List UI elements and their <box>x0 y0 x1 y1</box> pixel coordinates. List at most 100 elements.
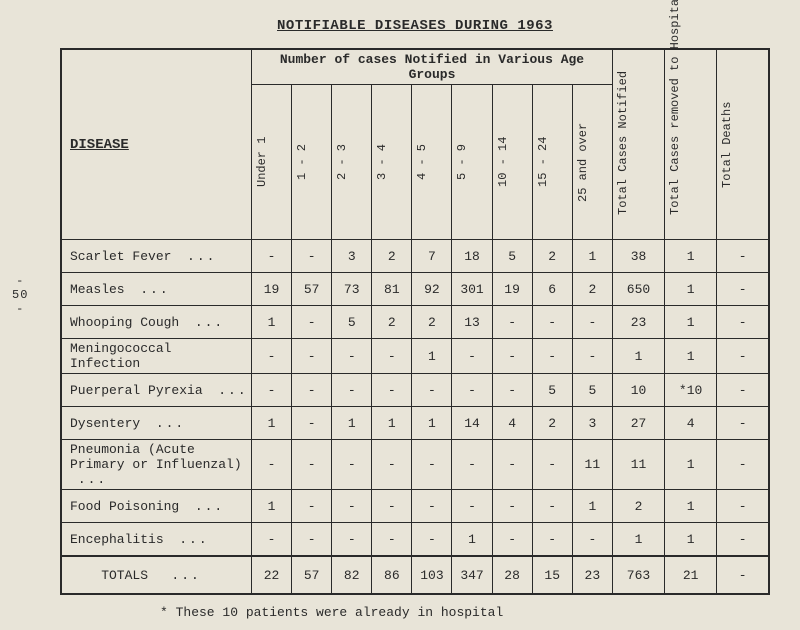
data-cell: - <box>492 306 532 339</box>
data-cell: - <box>372 339 412 374</box>
data-cell: 10 <box>612 374 664 407</box>
data-cell: 19 <box>492 273 532 306</box>
data-cell: - <box>532 490 572 523</box>
data-cell: 5 <box>532 374 572 407</box>
data-cell: - <box>717 523 769 557</box>
data-cell: 2 <box>532 240 572 273</box>
total-notified-header: Total Cases Notified <box>612 49 664 240</box>
data-cell: 1 <box>572 240 612 273</box>
data-cell: - <box>372 440 412 490</box>
data-cell: - <box>452 374 492 407</box>
data-cell: - <box>717 374 769 407</box>
data-cell: 1 <box>665 240 717 273</box>
disease-name-cell: Encephalitis ... <box>61 523 252 557</box>
data-cell: 4 <box>492 407 532 440</box>
data-cell: - <box>717 440 769 490</box>
disease-name-cell: Pneumonia (Acute Primary or Influenzal) … <box>61 440 252 490</box>
data-cell: - <box>332 490 372 523</box>
page-number: - 50 - <box>12 274 28 316</box>
age-col-header: 10 - 14 <box>492 85 532 240</box>
data-cell: 1 <box>252 490 292 523</box>
data-cell: 5 <box>572 374 612 407</box>
totals-cell: 82 <box>332 556 372 594</box>
data-cell: - <box>572 523 612 557</box>
data-cell: - <box>717 273 769 306</box>
data-cell: 1 <box>612 523 664 557</box>
data-cell: - <box>717 240 769 273</box>
data-cell: - <box>292 523 332 557</box>
data-cell: - <box>292 339 332 374</box>
data-cell: 2 <box>372 306 412 339</box>
data-cell: - <box>717 407 769 440</box>
data-cell: 2 <box>532 407 572 440</box>
disease-table: DISEASE Number of cases Notified in Vari… <box>60 48 770 595</box>
totals-cell: 23 <box>572 556 612 594</box>
table-row: Whooping Cough ...1-52213---231- <box>61 306 769 339</box>
age-col-header: 25 and over <box>572 85 612 240</box>
disease-name-cell: Food Poisoning ... <box>61 490 252 523</box>
data-cell: 2 <box>412 306 452 339</box>
data-cell: 1 <box>665 339 717 374</box>
data-cell: - <box>332 339 372 374</box>
data-cell: - <box>412 440 452 490</box>
disease-name-cell: Puerperal Pyrexia ... <box>61 374 252 407</box>
data-cell: - <box>292 374 332 407</box>
data-cell: 1 <box>665 523 717 557</box>
totals-cell: 763 <box>612 556 664 594</box>
data-cell: - <box>572 306 612 339</box>
totals-cell: 103 <box>412 556 452 594</box>
data-cell: 5 <box>492 240 532 273</box>
table-row: Pneumonia (Acute Primary or Influenzal) … <box>61 440 769 490</box>
totals-cell: 86 <box>372 556 412 594</box>
data-cell: 1 <box>665 273 717 306</box>
data-cell: - <box>412 374 452 407</box>
data-cell: - <box>532 339 572 374</box>
disease-name-cell: Meningococcal Infection <box>61 339 252 374</box>
table-row: Scarlet Fever ...--32718521381- <box>61 240 769 273</box>
table-row: Measles ...195773819230119626501- <box>61 273 769 306</box>
table-row: Meningococcal Infection----1----11- <box>61 339 769 374</box>
data-cell: - <box>372 490 412 523</box>
data-cell: 1 <box>665 440 717 490</box>
age-col-header: Under 1 <box>252 85 292 240</box>
totals-cell: 28 <box>492 556 532 594</box>
totals-cell: 57 <box>292 556 332 594</box>
data-cell: - <box>572 339 612 374</box>
data-cell: 1 <box>252 407 292 440</box>
page-content: NOTIFIABLE DISEASES DURING 1963 DISEASE … <box>0 0 800 630</box>
data-cell: 18 <box>452 240 492 273</box>
disease-name-cell: Scarlet Fever ... <box>61 240 252 273</box>
data-cell: - <box>452 440 492 490</box>
table-row: Food Poisoning ...1-------121- <box>61 490 769 523</box>
totals-cell: 347 <box>452 556 492 594</box>
data-cell: 19 <box>252 273 292 306</box>
age-group-header: Number of cases Notified in Various Age … <box>252 49 613 85</box>
totals-cell: 22 <box>252 556 292 594</box>
totals-cell: - <box>717 556 769 594</box>
data-cell: - <box>492 339 532 374</box>
data-cell: - <box>412 490 452 523</box>
data-cell: - <box>372 523 412 557</box>
data-cell: - <box>292 306 332 339</box>
data-cell: 1 <box>665 306 717 339</box>
data-cell: 11 <box>612 440 664 490</box>
data-cell: 1 <box>665 490 717 523</box>
totals-cell: 15 <box>532 556 572 594</box>
disease-name-cell: Dysentery ... <box>61 407 252 440</box>
data-cell: - <box>252 523 292 557</box>
data-cell: 38 <box>612 240 664 273</box>
data-cell: 2 <box>372 240 412 273</box>
data-cell: - <box>252 240 292 273</box>
data-cell: - <box>292 490 332 523</box>
age-col-header: 4 - 5 <box>412 85 452 240</box>
data-cell: - <box>372 374 412 407</box>
data-cell: - <box>292 407 332 440</box>
disease-name-cell: Measles ... <box>61 273 252 306</box>
data-cell: - <box>532 306 572 339</box>
footnote: * These 10 patients were already in hosp… <box>160 605 770 620</box>
table-row: Dysentery ...1-11114423274- <box>61 407 769 440</box>
data-cell: - <box>492 523 532 557</box>
data-cell: 650 <box>612 273 664 306</box>
data-cell: 7 <box>412 240 452 273</box>
data-cell: 3 <box>572 407 612 440</box>
